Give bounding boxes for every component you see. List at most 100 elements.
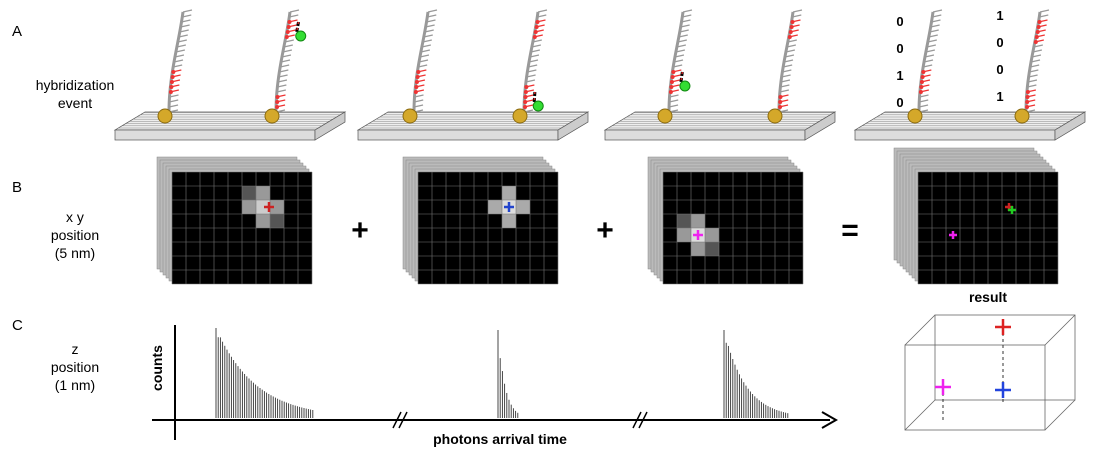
base-dot <box>535 20 540 24</box>
base-dot <box>533 30 538 34</box>
base <box>673 59 684 63</box>
pixel <box>516 200 530 214</box>
base <box>280 64 290 68</box>
pixel <box>270 200 284 214</box>
base <box>783 59 794 63</box>
pixel <box>502 186 516 200</box>
base <box>425 24 435 28</box>
base <box>1027 84 1037 88</box>
base <box>281 54 292 58</box>
bead <box>767 108 783 124</box>
base <box>277 79 288 83</box>
base <box>528 64 538 68</box>
base <box>673 64 683 68</box>
base <box>419 54 430 58</box>
dye <box>295 30 307 42</box>
base <box>169 99 179 103</box>
base-dot <box>170 75 175 79</box>
slide-side <box>314 111 346 141</box>
base <box>414 99 424 103</box>
base <box>173 59 184 63</box>
base <box>169 94 179 98</box>
panel-label: x y <box>66 209 84 225</box>
base-dot <box>778 95 783 99</box>
base <box>678 34 688 38</box>
base-dot <box>414 80 419 84</box>
binary-digit: 0 <box>896 14 903 29</box>
base-dot <box>275 105 280 109</box>
base-dot <box>669 85 674 89</box>
base <box>784 54 795 58</box>
base <box>278 74 288 78</box>
base <box>426 19 436 23</box>
base <box>178 34 188 38</box>
base-dot <box>669 80 674 84</box>
base-dot <box>790 20 795 24</box>
base <box>526 74 536 78</box>
pixel <box>488 200 502 214</box>
panel-letter: C <box>12 317 23 334</box>
pixel <box>256 186 270 200</box>
base <box>669 99 679 103</box>
base <box>1027 79 1038 83</box>
base <box>423 34 433 38</box>
base <box>792 9 803 13</box>
axis-break <box>392 411 402 429</box>
probe <box>680 71 684 83</box>
base-dot <box>523 90 528 94</box>
base <box>1033 44 1043 48</box>
cube-edge <box>904 314 936 346</box>
base <box>427 9 438 13</box>
base <box>177 39 187 43</box>
base <box>181 19 191 23</box>
base <box>931 19 941 23</box>
base-dot <box>778 105 783 109</box>
base-dot <box>414 85 419 89</box>
base <box>929 29 939 33</box>
base <box>919 99 929 103</box>
base <box>173 64 183 68</box>
pixel <box>691 214 705 228</box>
base-dot <box>1033 40 1038 44</box>
base-dot <box>415 75 420 79</box>
base <box>283 44 293 48</box>
base-dot <box>1025 100 1030 104</box>
base-dot <box>523 100 528 104</box>
pixel <box>502 214 516 228</box>
base-dot <box>1025 105 1030 109</box>
base <box>180 24 190 28</box>
base <box>787 39 797 43</box>
base <box>780 79 791 83</box>
operator: = <box>841 214 859 247</box>
panel-letter: B <box>12 179 22 196</box>
base-dot <box>275 95 280 99</box>
slide-edge <box>357 129 559 141</box>
base <box>282 49 293 53</box>
base <box>175 49 186 53</box>
base <box>923 59 934 63</box>
base <box>923 64 933 68</box>
base <box>176 44 186 48</box>
pixel <box>242 200 256 214</box>
operator: + <box>596 214 614 247</box>
base <box>682 9 693 13</box>
pixel <box>677 214 691 228</box>
base <box>926 44 936 48</box>
base <box>675 49 686 53</box>
panel-label: (1 nm) <box>55 377 95 393</box>
base-dot <box>169 85 174 89</box>
slide-side <box>1054 111 1086 141</box>
bead <box>157 108 173 124</box>
base <box>537 9 548 13</box>
base <box>532 39 542 43</box>
base <box>284 39 294 43</box>
binary-digit: 0 <box>996 62 1003 77</box>
base <box>783 64 793 68</box>
base <box>930 24 940 28</box>
base <box>780 84 790 88</box>
base <box>782 69 792 73</box>
x-axis-label: photons arrival time <box>433 431 567 447</box>
base-dot <box>1025 95 1030 99</box>
base-dot <box>534 25 539 29</box>
